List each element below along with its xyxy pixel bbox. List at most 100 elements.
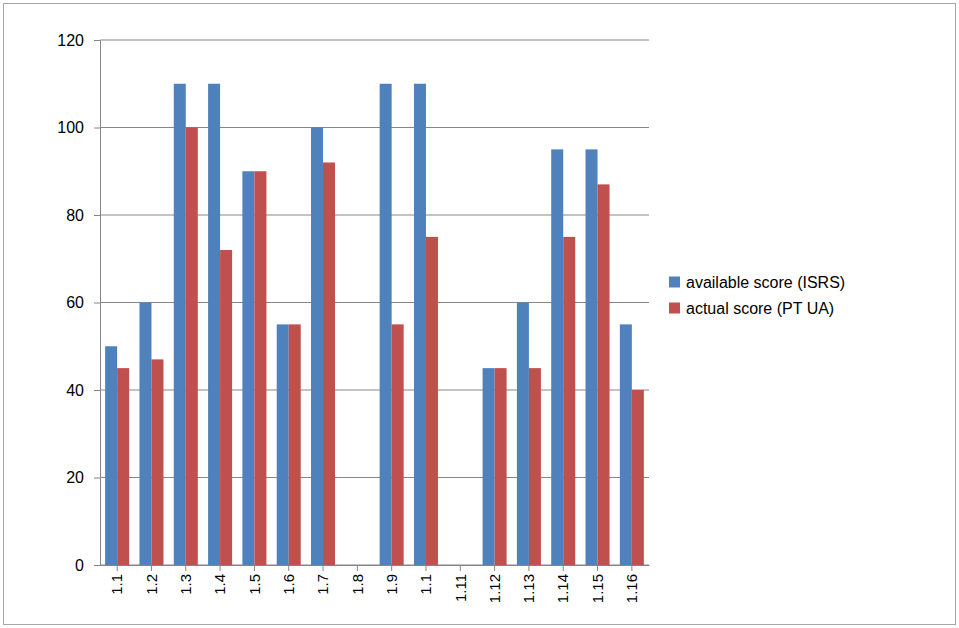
x-tick-mark (357, 565, 358, 571)
y-tick-label: 80 (66, 207, 84, 224)
x-tick-mark (494, 565, 495, 571)
x-tick-label: 1.13 (520, 574, 537, 603)
x-tick: 1.4 (211, 565, 228, 595)
x-axis-line (101, 565, 650, 566)
x-tick: 1.5 (246, 565, 263, 595)
bar (586, 149, 598, 565)
x-tick: 1.1 (108, 565, 125, 595)
legend-item: available score (ISRS) (669, 274, 845, 291)
y-tick-mark (94, 478, 100, 479)
x-tick-mark (391, 565, 392, 571)
x-tick: 1.14 (554, 565, 571, 603)
bar (139, 303, 151, 566)
bar (220, 250, 232, 565)
x-tick: 1.11 (452, 565, 469, 602)
x-tick: 1.3 (177, 565, 194, 595)
bar (117, 368, 129, 565)
y-tick-mark (94, 40, 100, 41)
y-tick: 120 (57, 32, 100, 49)
bar (632, 390, 644, 565)
legend-swatch (669, 277, 680, 288)
legend-label: available score (ISRS) (686, 274, 845, 291)
y-axis: 020406080100120 (57, 32, 100, 574)
x-tick-mark (288, 565, 289, 571)
bar (186, 128, 198, 566)
x-tick: 1.1 (417, 565, 434, 595)
bar (323, 163, 335, 566)
bar (563, 237, 575, 565)
bar (208, 84, 220, 565)
bar (495, 368, 507, 565)
bar (277, 324, 289, 565)
legend-label: actual score (PT UA) (686, 300, 834, 317)
x-tick-mark (151, 565, 152, 571)
bar (551, 149, 563, 565)
x-tick: 1.15 (589, 565, 606, 603)
x-tick: 1.16 (623, 565, 640, 603)
bar (426, 237, 438, 565)
x-tick-label: 1.9 (383, 574, 400, 595)
x-tick-label: 1.11 (452, 574, 469, 602)
bar (289, 324, 301, 565)
y-tick: 80 (66, 207, 100, 224)
x-axis: 1.1 1.2 1.3 1.4 1.5 1.6 1.7 1.8 1.9 1.1 1.11 1.12 1.… (101, 565, 650, 603)
x-tick-label: 1.4 (211, 574, 228, 595)
x-tick: 1.9 (383, 565, 400, 595)
bar (380, 84, 392, 565)
y-tick-mark (94, 303, 100, 304)
y-tick-label: 100 (57, 119, 84, 136)
bar (311, 128, 323, 566)
y-axis-line (94, 41, 101, 566)
bar (151, 359, 163, 565)
x-tick-mark (631, 565, 632, 571)
y-tick-label: 20 (66, 469, 84, 486)
x-tick-mark (220, 565, 221, 571)
x-tick-mark (528, 565, 529, 571)
x-tick-mark (185, 565, 186, 571)
y-tick-mark (94, 215, 100, 216)
x-tick-label: 1.1 (108, 574, 125, 595)
x-tick: 1.2 (143, 565, 160, 595)
plot: 0204060801001201.11.21.31.41.51.61.71.81… (57, 32, 649, 604)
x-tick-label: 1.6 (280, 574, 297, 595)
x-tick-label: 1.1 (417, 574, 434, 595)
bar (174, 84, 186, 565)
x-tick-mark (563, 565, 564, 571)
x-tick: 1.8 (349, 565, 366, 595)
x-tick: 1.6 (280, 565, 297, 595)
x-tick-label: 1.12 (486, 574, 503, 603)
y-tick-label: 120 (57, 32, 84, 49)
x-tick: 1.13 (520, 565, 537, 603)
bar (598, 184, 610, 565)
x-tick: 1.12 (486, 565, 503, 603)
y-tick-mark (94, 565, 100, 566)
legend-swatch (669, 303, 680, 314)
x-tick-label: 1.5 (246, 574, 263, 595)
y-tick: 100 (57, 119, 100, 136)
grid (100, 40, 649, 565)
legend: available score (ISRS) actual score (PT U… (669, 274, 845, 317)
x-tick-mark (597, 565, 598, 571)
x-tick-mark (323, 565, 324, 571)
y-tick-mark (94, 390, 100, 391)
bar (620, 324, 632, 565)
y-tick: 40 (66, 382, 100, 399)
grid-line (100, 40, 649, 41)
x-tick-label: 1.15 (589, 574, 606, 603)
x-tick: 1.7 (314, 565, 331, 595)
bar (483, 368, 495, 565)
x-tick-label: 1.2 (143, 574, 160, 595)
bar (242, 171, 254, 565)
y-tick-mark (94, 128, 100, 129)
x-tick-mark (254, 565, 255, 571)
bars (105, 84, 644, 565)
y-tick-label: 60 (66, 294, 84, 311)
x-tick-label: 1.7 (314, 574, 331, 595)
bar (529, 368, 541, 565)
y-tick: 60 (66, 294, 100, 311)
x-tick-label: 1.14 (554, 574, 571, 603)
x-tick-mark (425, 565, 426, 571)
bar (254, 171, 266, 565)
bar (392, 324, 404, 565)
bar (414, 84, 426, 565)
